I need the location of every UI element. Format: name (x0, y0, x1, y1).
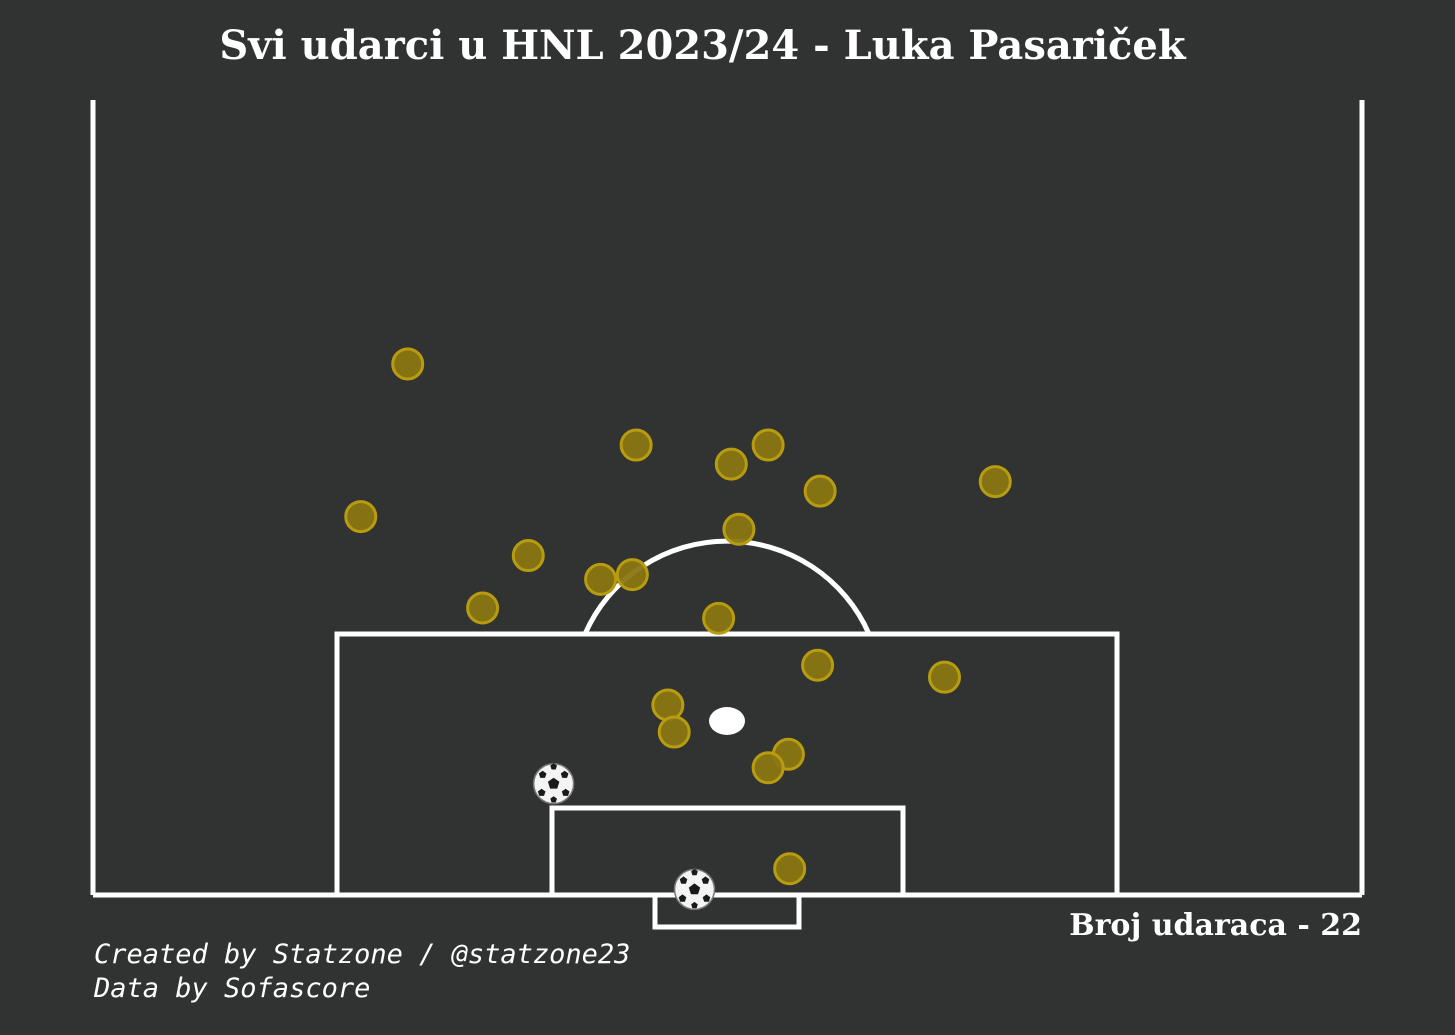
shot-point (651, 688, 685, 722)
ball-patch (678, 894, 687, 902)
pitch-lines (90, 100, 1365, 930)
shot-point (773, 852, 807, 886)
ball-patch (560, 770, 569, 778)
ball-patch (688, 883, 701, 895)
six-yard-box (549, 805, 906, 895)
shot-point (702, 601, 736, 635)
penalty-arc (582, 538, 872, 636)
ball-patch (538, 770, 547, 778)
shot-point (619, 428, 653, 462)
shot-point (801, 648, 835, 682)
penalty-spot (709, 707, 745, 735)
shot-point (722, 512, 756, 546)
credit-line-2: Data by Sofascore (94, 973, 371, 1004)
ball-patch (537, 788, 546, 796)
shot-point (344, 500, 378, 534)
chart-title: Svi udarci u HNL 2023/24 - Luka Pasariče… (219, 22, 1186, 69)
shot-point (615, 558, 649, 592)
ball-patch (547, 777, 560, 789)
ball-patch (561, 788, 570, 796)
shots-layer (344, 347, 1012, 911)
ball-patch (550, 796, 557, 803)
credit-line-1: Created by Statzone / @statzone23 (94, 939, 631, 970)
shot-point (751, 428, 785, 462)
shot-point (978, 465, 1012, 499)
goal (652, 895, 802, 930)
shot-point (927, 660, 961, 694)
shot-point (657, 715, 691, 749)
shot-point (751, 751, 785, 785)
shot-point (714, 447, 748, 481)
shot-count-label: Broj udaraca - 22 (1069, 908, 1362, 943)
ball-patch (701, 876, 710, 884)
shot-point (584, 562, 618, 596)
shot-goal-ball (532, 762, 575, 805)
ball-patch (679, 876, 688, 884)
ball-patch (691, 901, 698, 909)
shot-point (511, 539, 545, 573)
shot-goal-ball (673, 868, 716, 911)
ball-patch (702, 894, 711, 902)
credits: Created by Statzone / @statzone23 Data b… (94, 938, 630, 1006)
shot-point (391, 347, 425, 381)
shot-point (466, 591, 500, 625)
shot-point (803, 474, 837, 508)
ball-patch (691, 868, 698, 876)
ball-patch (550, 763, 557, 770)
penalty-area (334, 631, 1120, 895)
